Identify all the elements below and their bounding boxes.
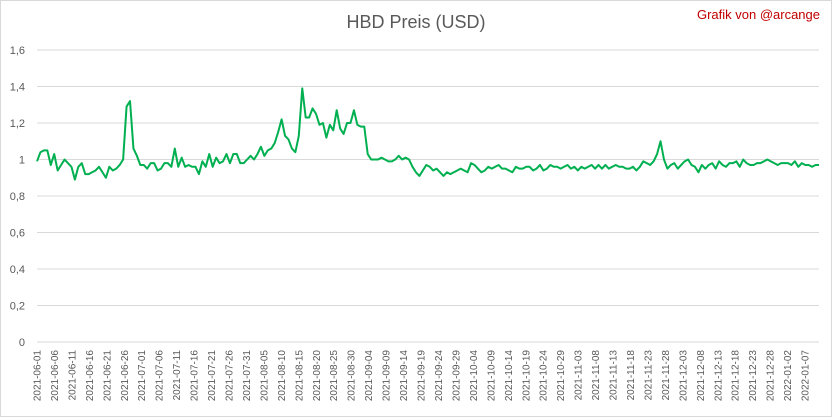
x-tick-label: 2021-08-10 [277,350,288,402]
x-tick-label: 2021-11-28 [661,350,672,401]
x-tick-label: 2021-07-11 [172,350,183,401]
x-tick-label: 2021-12-23 [748,350,759,402]
series-line [36,87,819,181]
x-tick-label: 2021-07-21 [207,350,218,402]
x-tick-label: 2021-08-15 [294,350,305,402]
x-tick-label: 2021-08-30 [347,350,358,402]
x-tick-label: 2021-11-13 [609,350,620,401]
x-tick-label: 2021-08-25 [329,350,340,402]
x-tick-label: 2021-12-13 [713,350,724,402]
x-tick-label: 2021-06-01 [33,350,44,402]
chart-title: HBD Preis (USD) [346,12,486,32]
x-tick-label: 2021-09-14 [399,350,410,402]
x-tick-label: 2021-10-29 [556,350,567,402]
x-tick-label: 2021-07-01 [137,350,148,402]
x-tick-label: 2021-12-18 [731,350,742,402]
x-tick-label: 2022-01-02 [783,350,794,402]
x-tick-label: 2021-07-31 [242,350,253,402]
y-tick-label: 0,4 [10,264,25,276]
y-tick-label: 0 [19,337,25,349]
y-axis-ticks: 0 0,2 0,4 0,6 0,8 1 1,2 1,4 1,6 [10,45,25,349]
x-tick-label: 2021-09-24 [434,350,445,402]
x-tick-label: 2021-10-04 [469,350,480,402]
x-tick-label: 2021-06-26 [120,350,131,402]
x-tick-label: 2022-01-07 [801,350,812,402]
credit-label: Grafik von @arcange [696,7,820,22]
x-tick-label: 2021-09-19 [417,350,428,402]
x-tick-label: 2021-10-14 [504,350,515,402]
x-tick-label: 2021-11-18 [626,350,637,401]
y-tick-label: 1,6 [10,45,25,57]
x-tick-label: 2021-12-28 [766,350,777,402]
y-tick-label: 1,2 [10,118,25,130]
x-tick-label: 2021-08-20 [312,350,323,402]
y-tick-label: 1,4 [10,82,25,94]
x-tick-label: 2021-11-08 [591,350,602,401]
x-tick-label: 2021-10-09 [486,350,497,402]
x-axis-ticks: 2021-06-01 2021-06-06 2021-06-11 2021-06-16… [33,350,812,402]
y-tick-label: 0,6 [10,228,25,240]
x-tick-label: 2021-11-23 [643,350,654,401]
x-tick-label: 2021-06-11 [67,350,78,401]
x-tick-label: 2021-10-24 [539,350,550,402]
x-tick-label: 2021-07-16 [190,350,201,402]
gridlines [37,49,819,343]
x-tick-label: 2021-09-29 [451,350,462,402]
x-tick-label: 2021-09-09 [382,350,393,402]
x-tick-label: 2021-06-16 [85,350,96,402]
x-tick-label: 2021-12-08 [696,350,707,402]
x-tick-label: 2021-07-26 [225,350,236,402]
x-tick-label: 2021-09-04 [364,350,375,402]
series-layer [36,87,819,181]
y-tick-label: 0,8 [10,191,25,203]
x-tick-label: 2021-06-21 [102,350,113,402]
x-tick-label: 2021-07-06 [155,350,166,402]
x-tick-label: 2021-11-03 [574,350,585,401]
x-tick-label: 2021-12-03 [678,350,689,402]
y-tick-label: 0,2 [10,301,25,313]
x-tick-label: 2021-10-19 [521,350,532,402]
x-tick-label: 2021-06-06 [50,350,61,402]
x-tick-label: 2021-08-05 [259,350,270,402]
y-tick-label: 1 [19,155,25,167]
